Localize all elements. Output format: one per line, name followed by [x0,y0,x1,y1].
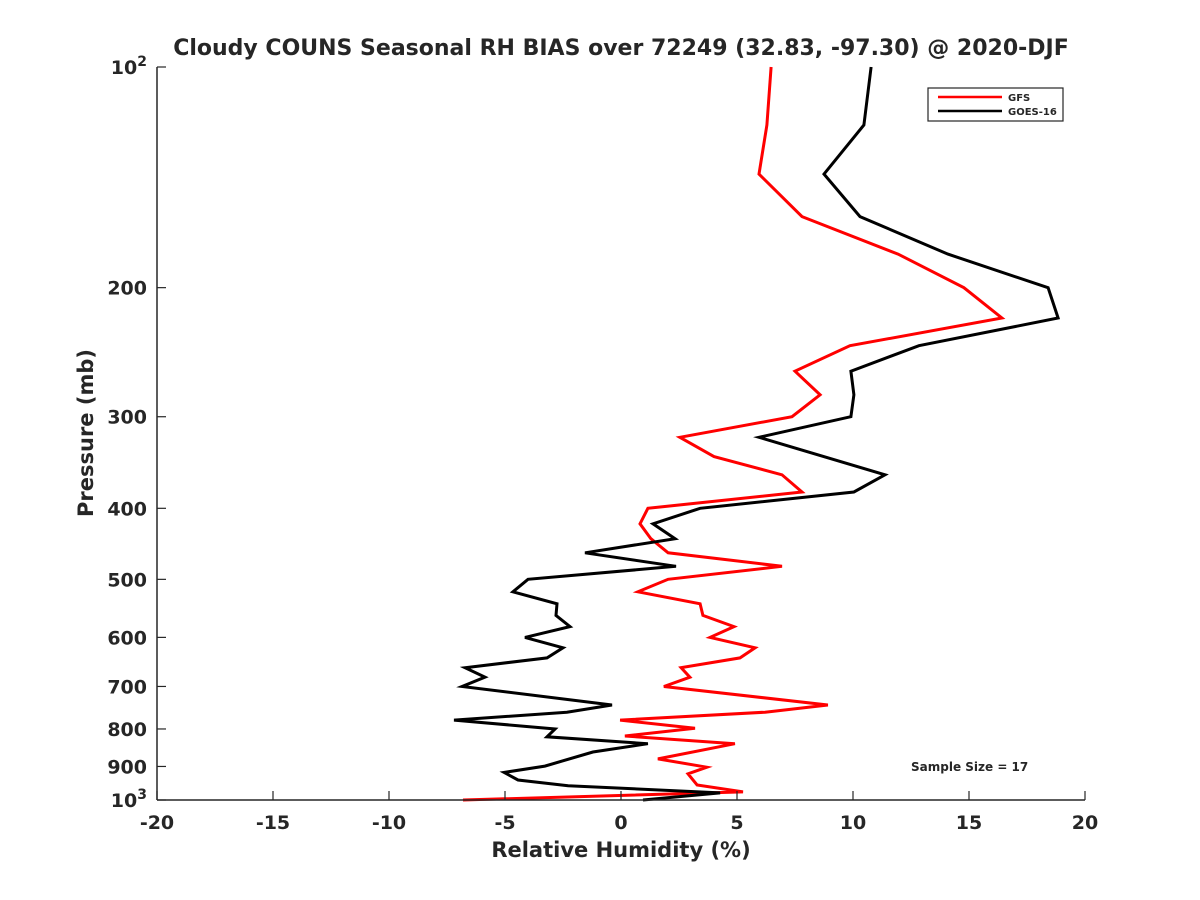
sample-size-annotation: Sample Size = 17 [911,760,1028,774]
legend: GFS GOES-16 [927,87,1064,122]
legend-label-goes16: GOES-16 [1008,107,1057,118]
y-tick-label: 900 [107,756,147,778]
x-tick-label: 15 [956,812,982,834]
x-tick-label: 5 [730,812,743,834]
x-tick-label: -15 [256,812,290,834]
x-tick-label: 0 [614,812,627,834]
y-tick-label: 700 [107,676,147,698]
y-tick-label: 300 [107,407,147,429]
x-ticks: -20 -15 -10 -5 0 5 10 15 20 [140,791,1098,834]
plot-lines [453,66,1061,802]
y-tick-label: 600 [107,627,147,649]
x-tick-label: 10 [840,812,866,834]
x-tick-label: -5 [494,812,515,834]
y-ticks: 102 200 300 400 500 600 700 800 900 103 [107,54,166,812]
y-tick-label: 500 [107,569,147,591]
x-tick-label: -10 [372,812,406,834]
series-line-goes16 [453,66,1061,802]
x-tick-label: 20 [1072,812,1098,834]
legend-box [927,87,1064,122]
y-axis-label: Pressure (mb) [74,349,98,517]
chart-title: Cloudy COUNS Seasonal RH BIAS over 72249… [173,36,1069,61]
y-tick-label: 200 [107,278,147,300]
y-tick-label: 800 [107,719,147,741]
x-tick-label: -20 [140,812,174,834]
legend-label-gfs: GFS [1008,93,1030,104]
y-tick-label: 102 [111,54,147,79]
series-line-gfs [462,66,1006,802]
x-axis-label: Relative Humidity (%) [491,838,750,862]
y-tick-label: 103 [111,787,147,812]
y-tick-label: 400 [107,498,147,520]
